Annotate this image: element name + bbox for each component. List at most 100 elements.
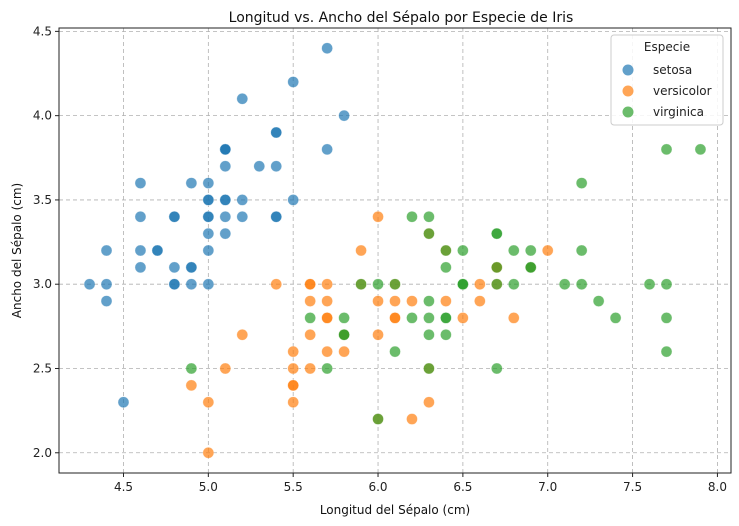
data-point-versicolor xyxy=(440,295,452,307)
data-point-versicolor xyxy=(541,244,554,257)
data-point-virginica xyxy=(508,278,520,290)
data-point-virginica xyxy=(389,345,401,358)
data-point-versicolor xyxy=(185,379,198,392)
data-point-virginica xyxy=(423,227,435,240)
data-point-setosa xyxy=(321,143,333,156)
data-point-virginica xyxy=(423,312,435,324)
data-point-virginica xyxy=(406,211,418,223)
series-versicolor xyxy=(185,211,554,459)
data-point-versicolor xyxy=(406,413,418,425)
data-point-virginica xyxy=(440,261,452,274)
data-point-virginica xyxy=(355,278,367,290)
data-point-virginica xyxy=(525,261,537,274)
x-tick-label: 6.0 xyxy=(368,480,387,494)
data-point-virginica xyxy=(304,312,316,324)
data-point-versicolor xyxy=(372,295,384,307)
data-point-virginica xyxy=(592,295,605,307)
data-point-versicolor xyxy=(406,295,418,307)
x-tick-label: 6.5 xyxy=(453,480,472,494)
data-point-versicolor xyxy=(304,278,316,290)
chart-title: Longitud vs. Ancho del Sépalo por Especi… xyxy=(229,10,574,26)
y-tick-label: 3.0 xyxy=(33,277,52,291)
data-point-versicolor xyxy=(287,345,299,358)
data-point-virginica xyxy=(558,278,571,290)
data-point-setosa xyxy=(287,194,299,206)
data-point-versicolor xyxy=(355,244,367,257)
y-tick-label: 2.0 xyxy=(33,446,52,460)
data-point-setosa xyxy=(219,211,232,223)
data-point-virginica xyxy=(423,211,435,223)
x-tick-label: 4.5 xyxy=(114,480,133,494)
data-point-versicolor xyxy=(321,345,333,358)
data-point-virginica xyxy=(575,244,588,257)
legend-label-setosa: setosa xyxy=(653,63,692,77)
data-point-setosa xyxy=(185,177,198,189)
data-point-virginica xyxy=(389,278,401,290)
data-point-setosa xyxy=(219,227,232,240)
data-point-virginica xyxy=(457,244,469,257)
data-point-virginica xyxy=(660,345,673,358)
data-point-versicolor xyxy=(338,345,350,358)
data-point-versicolor xyxy=(287,362,299,375)
data-point-virginica xyxy=(321,362,333,375)
x-axis-label: Longitud del Sépalo (cm) xyxy=(320,503,470,517)
data-point-setosa xyxy=(168,278,181,290)
data-point-virginica xyxy=(338,312,350,324)
data-point-setosa xyxy=(83,278,96,290)
data-point-virginica xyxy=(423,362,435,375)
data-point-versicolor xyxy=(304,295,316,307)
data-point-setosa xyxy=(253,160,265,172)
data-point-setosa xyxy=(185,278,198,290)
data-point-versicolor xyxy=(304,362,316,375)
data-point-virginica xyxy=(338,329,350,341)
x-tick-label: 7.0 xyxy=(538,480,557,494)
data-point-setosa xyxy=(134,244,147,257)
data-point-versicolor xyxy=(474,278,486,290)
data-point-setosa xyxy=(219,160,232,172)
data-point-setosa xyxy=(270,126,282,139)
legend-box xyxy=(610,34,724,126)
x-tick-label: 5.0 xyxy=(199,480,218,494)
data-point-setosa xyxy=(100,295,113,307)
data-point-virginica xyxy=(491,261,503,274)
data-point-versicolor xyxy=(304,329,316,341)
data-point-versicolor xyxy=(372,211,384,223)
data-point-versicolor xyxy=(389,312,401,324)
data-point-virginica xyxy=(423,329,435,341)
data-point-setosa xyxy=(117,396,130,408)
y-tick-label: 4.5 xyxy=(33,24,52,38)
data-point-setosa xyxy=(134,211,147,223)
legend-label-virginica: virginica xyxy=(653,105,704,119)
legend-title: Especie xyxy=(644,40,690,54)
data-point-virginica xyxy=(406,312,418,324)
data-point-virginica xyxy=(525,244,537,257)
data-point-versicolor xyxy=(202,447,215,459)
legend-marker-versicolor xyxy=(622,85,634,97)
data-point-versicolor xyxy=(372,329,384,341)
data-point-virginica xyxy=(609,312,622,324)
data-point-versicolor xyxy=(287,396,299,408)
legend-marker-virginica xyxy=(622,106,634,118)
data-point-virginica xyxy=(440,329,452,341)
x-tick-label: 8.0 xyxy=(708,480,727,494)
data-point-setosa xyxy=(202,211,215,223)
data-point-versicolor xyxy=(423,396,435,408)
y-tick-label: 2.5 xyxy=(33,361,52,375)
data-point-setosa xyxy=(185,261,198,274)
data-point-versicolor xyxy=(236,329,249,341)
data-point-setosa xyxy=(151,244,164,257)
data-point-virginica xyxy=(643,278,656,290)
data-point-versicolor xyxy=(321,278,333,290)
data-point-virginica xyxy=(575,278,588,290)
y-axis-ticks: 2.0 2.5 3.0 3.5 4.0 4.5 xyxy=(33,24,59,460)
data-point-setosa xyxy=(236,194,249,206)
data-point-virginica xyxy=(660,278,673,290)
data-point-setosa xyxy=(202,194,215,206)
data-point-setosa xyxy=(202,278,215,290)
data-point-versicolor xyxy=(389,295,401,307)
data-point-setosa xyxy=(321,42,333,54)
data-point-setosa xyxy=(270,211,282,223)
data-point-virginica xyxy=(440,312,452,324)
data-point-setosa xyxy=(100,278,113,290)
